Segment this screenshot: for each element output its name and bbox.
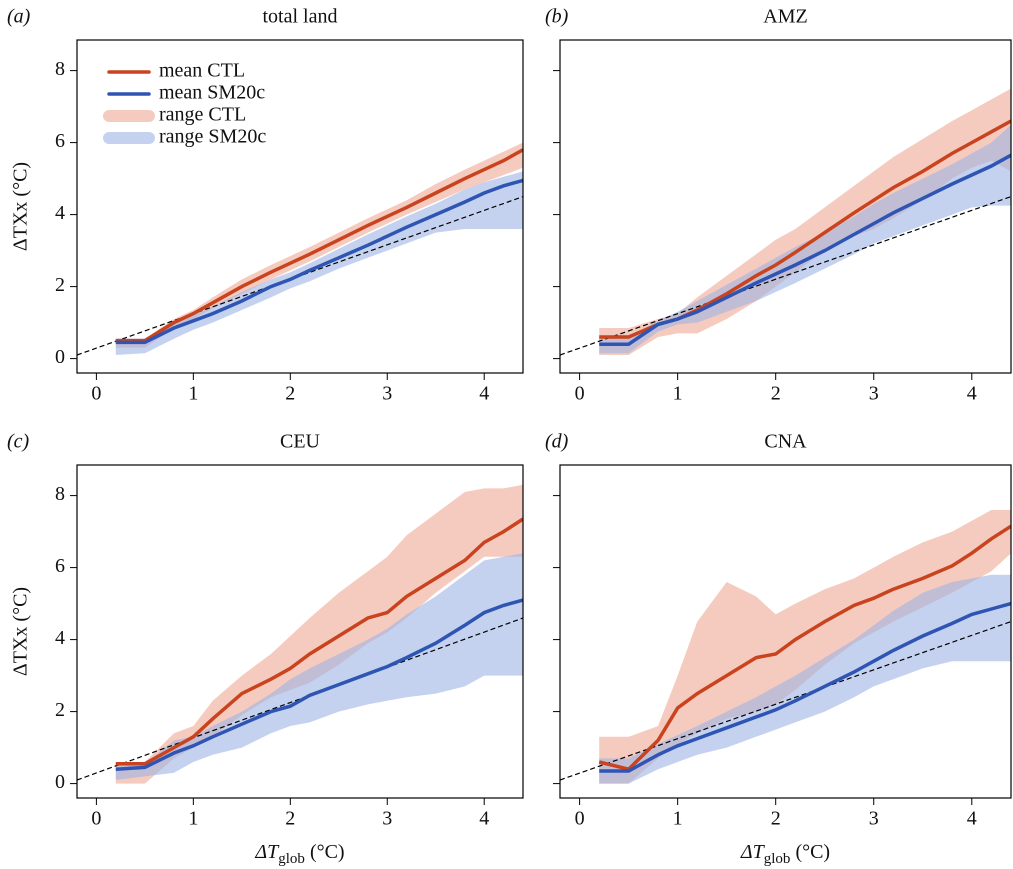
x-tick-label: 4 [967, 808, 977, 830]
legend-label: mean CTL [159, 60, 245, 82]
x-axis-label-unit: (°C) [790, 841, 830, 863]
axes-frame [76, 464, 524, 799]
panel-label: (a) [7, 6, 31, 28]
panel: 0 1 2 3 4 0 2 4 6 8 total land (a) ΔTXx (°C) mean CTL… [7, 6, 524, 405]
x-axis-label: ΔTglob (°C) [254, 841, 344, 868]
mean-line [599, 153, 1011, 346]
mean-line [599, 601, 1011, 773]
y-axis-label: ΔTXx (°C) [10, 587, 32, 676]
panel-title: CNA [764, 431, 807, 453]
x-tick-label: 2 [771, 383, 781, 405]
mean-line [115, 598, 523, 771]
panel: 0 1 2 3 4 CNA (d) ΔTglob (°C) [545, 431, 1012, 868]
x-tick-label: 1 [188, 383, 198, 405]
y-tick-label: 8 [55, 58, 65, 80]
reference-line [77, 617, 523, 781]
mean-line [115, 148, 523, 343]
legend-label: mean SM20c [159, 82, 265, 104]
x-tick-label: 3 [382, 808, 392, 830]
x-tick-label: 1 [673, 808, 683, 830]
legend-label: range SM20c [159, 126, 266, 148]
x-tick-label: 1 [188, 808, 198, 830]
mean-line [115, 517, 523, 766]
panel-title: total land [263, 6, 338, 28]
x-axis-label-sub: glob [764, 851, 791, 867]
x-axis-label: ΔTglob (°C) [740, 841, 830, 868]
panel: 0 1 2 3 4 AMZ (b) [545, 6, 1012, 405]
x-axis-label-sub: glob [278, 851, 305, 867]
y-tick-label: 0 [55, 346, 65, 368]
mean-line [598, 524, 1011, 772]
x-tick-label: 2 [771, 808, 781, 830]
x-tick-label: 0 [91, 383, 101, 405]
x-tick-label: 4 [479, 383, 489, 405]
x-tick-label: 0 [91, 808, 101, 830]
x-tick-label: 0 [575, 808, 585, 830]
y-tick-label: 4 [55, 627, 65, 649]
y-tick-label: 0 [55, 771, 65, 793]
panel-label: (b) [545, 6, 569, 28]
range-band [115, 171, 523, 355]
panel-title: CEU [280, 431, 321, 453]
x-axis-label-unit: (°C) [305, 841, 345, 863]
x-tick-label: 0 [575, 383, 585, 405]
y-tick-label: 2 [55, 699, 65, 721]
y-tick-label: 6 [55, 130, 65, 152]
range-band [115, 553, 523, 780]
panel-title: AMZ [763, 6, 807, 28]
plot-area [77, 484, 523, 784]
x-tick-label: 4 [479, 808, 489, 830]
axes-frame [559, 464, 1012, 799]
y-tick-label: 4 [55, 202, 65, 224]
x-tick-label: 2 [285, 383, 295, 405]
panel: 0 1 2 3 4 0 2 4 6 8 CEU (c) ΔTXx (°C) ΔTglob (°C) [7, 431, 524, 868]
x-axis-label-main: ΔT [254, 841, 280, 863]
x-tick-label: 4 [967, 383, 977, 405]
plot-area [560, 88, 1011, 356]
x-tick-label: 3 [869, 808, 879, 830]
mean-line [115, 178, 523, 345]
range-band [599, 88, 1011, 355]
panel-label: (d) [545, 431, 569, 453]
plot-area [77, 142, 523, 356]
y-tick-label: 8 [55, 483, 65, 505]
x-tick-label: 2 [285, 808, 295, 830]
panel-label: (c) [7, 431, 30, 453]
range-band [599, 510, 1011, 784]
range-band [115, 142, 523, 348]
x-tick-label: 3 [869, 383, 879, 405]
y-tick-label: 2 [55, 274, 65, 296]
legend-label: range CTL [159, 104, 246, 126]
x-tick-label: 1 [673, 383, 683, 405]
x-axis-label-main: ΔT [740, 841, 766, 863]
axes-frame [76, 39, 524, 374]
plot-area [560, 510, 1011, 784]
x-tick-label: 3 [382, 383, 392, 405]
axes-frame [559, 39, 1012, 374]
y-axis-label: ΔTXx (°C) [10, 162, 32, 251]
range-band [115, 484, 523, 784]
range-band [599, 574, 1011, 784]
y-tick-label: 6 [55, 555, 65, 577]
